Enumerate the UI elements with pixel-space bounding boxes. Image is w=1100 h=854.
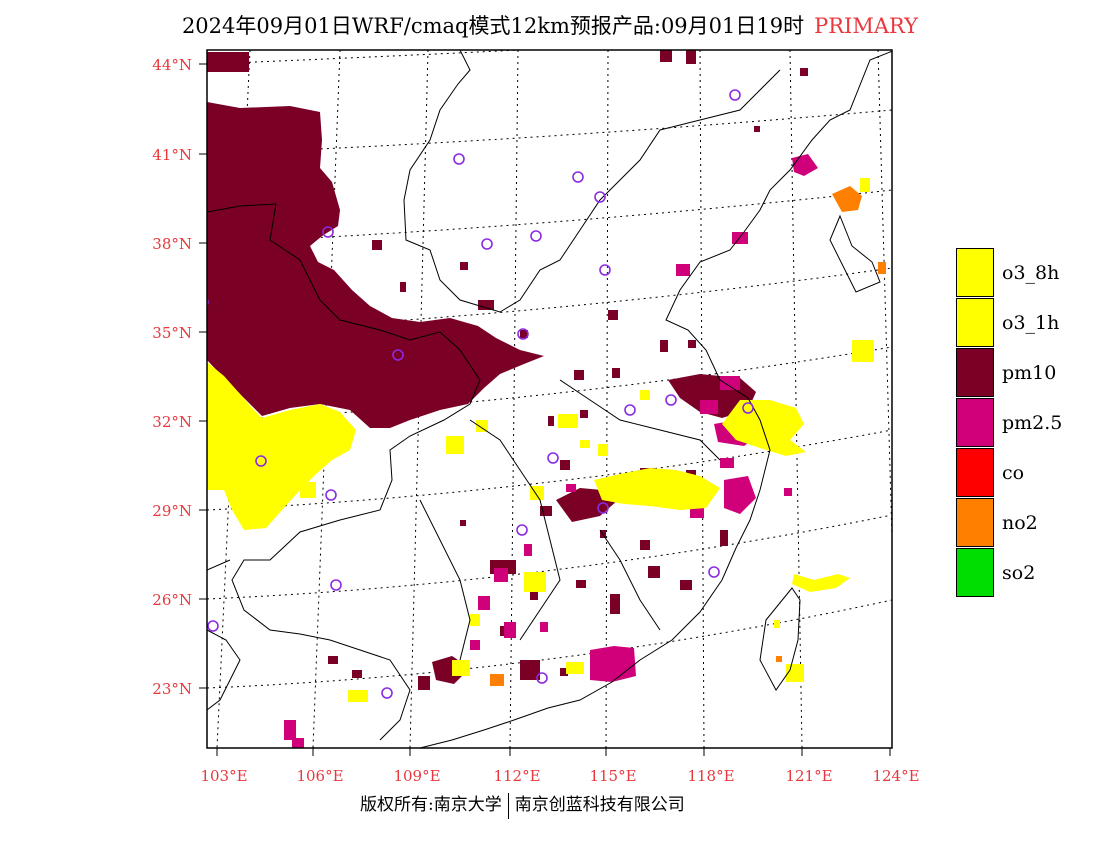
copyright-footer: 版权所有:南京大学 南京创蓝科技有限公司 bbox=[360, 790, 685, 819]
legend-swatch-o3-1h bbox=[956, 298, 994, 347]
latitude-axis bbox=[199, 63, 207, 689]
lon-label-103: 103°E bbox=[200, 767, 247, 785]
o3-areas bbox=[207, 178, 874, 702]
o3-taiwan-strait bbox=[792, 574, 850, 592]
lat-label-38: 38°N bbox=[152, 235, 192, 253]
no2-northeast-patch bbox=[832, 186, 862, 212]
lat-label-32: 32°N bbox=[152, 413, 192, 431]
station-markers bbox=[207, 89, 754, 699]
legend-swatch-no2 bbox=[956, 498, 994, 547]
pm25-coastal-patch bbox=[724, 476, 756, 514]
lon-label-118: 118°E bbox=[687, 767, 734, 785]
latitude-labels: 44°N 41°N 38°N 35°N 32°N 29°N 26°N 23°N bbox=[152, 56, 192, 698]
pm10-patch-north bbox=[207, 52, 249, 72]
lat-label-41: 41°N bbox=[152, 146, 192, 164]
footer-divider bbox=[507, 792, 509, 819]
coastline-borders bbox=[207, 50, 892, 748]
legend-label-o3-1h: o3_1h bbox=[1002, 312, 1060, 334]
lon-label-115: 115°E bbox=[589, 767, 636, 785]
legend-swatch-co bbox=[956, 448, 994, 497]
legend-swatch-so2 bbox=[956, 548, 994, 597]
longitude-axis bbox=[216, 748, 891, 756]
map-frame bbox=[206, 49, 893, 749]
lat-label-23: 23°N bbox=[152, 680, 192, 698]
lat-label-35: 35°N bbox=[152, 324, 192, 342]
o3-southwest-region bbox=[207, 362, 356, 530]
map-title: 2024年09月01日WRF/cmaq模式12km预报产品:09月01日19时 P… bbox=[0, 10, 1100, 40]
legend-swatch-o3-8h bbox=[956, 248, 994, 297]
no2-areas bbox=[490, 186, 886, 686]
lon-label-121: 121°E bbox=[785, 767, 832, 785]
legend-label-o3-8h: o3_8h bbox=[1002, 262, 1060, 284]
copyright-company: 南京创蓝科技有限公司 bbox=[514, 795, 685, 815]
korea-outline bbox=[829, 214, 881, 293]
map-title-text: 2024年09月01日WRF/cmaq模式12km预报产品:09月01日19时 bbox=[181, 14, 805, 38]
o3-east-region bbox=[722, 400, 806, 456]
legend-label-pm25: pm2.5 bbox=[1002, 412, 1063, 434]
pollutant-tag: PRIMARY bbox=[814, 14, 919, 38]
legend-label-no2: no2 bbox=[1002, 512, 1038, 534]
legend-swatch-pm25 bbox=[956, 398, 994, 447]
legend-label-co: co bbox=[1002, 462, 1025, 484]
longitude-labels: 103°E 106°E 109°E 112°E 115°E 118°E 121°… bbox=[200, 767, 919, 785]
lon-label-109: 109°E bbox=[393, 767, 440, 785]
lon-label-124: 124°E bbox=[872, 767, 919, 785]
pm25-northeast-patch bbox=[792, 154, 818, 176]
latitude-gridlines bbox=[207, 50, 892, 689]
lat-label-26: 26°N bbox=[152, 591, 192, 609]
legend-label-pm10: pm10 bbox=[1002, 362, 1057, 384]
pm10-northwest-plume bbox=[207, 102, 544, 428]
legend-label-so2: so2 bbox=[1002, 562, 1036, 584]
copyright-owner: 版权所有:南京大学 bbox=[360, 795, 502, 815]
lon-label-112: 112°E bbox=[493, 767, 540, 785]
lat-label-29: 29°N bbox=[152, 502, 192, 520]
pm25-south-patch bbox=[590, 646, 636, 682]
lon-label-106: 106°E bbox=[296, 767, 343, 785]
legend-swatch-pm10 bbox=[956, 348, 994, 397]
lat-label-44: 44°N bbox=[152, 56, 192, 74]
o3-central-band bbox=[594, 468, 720, 510]
taiwan-outline bbox=[759, 587, 801, 691]
